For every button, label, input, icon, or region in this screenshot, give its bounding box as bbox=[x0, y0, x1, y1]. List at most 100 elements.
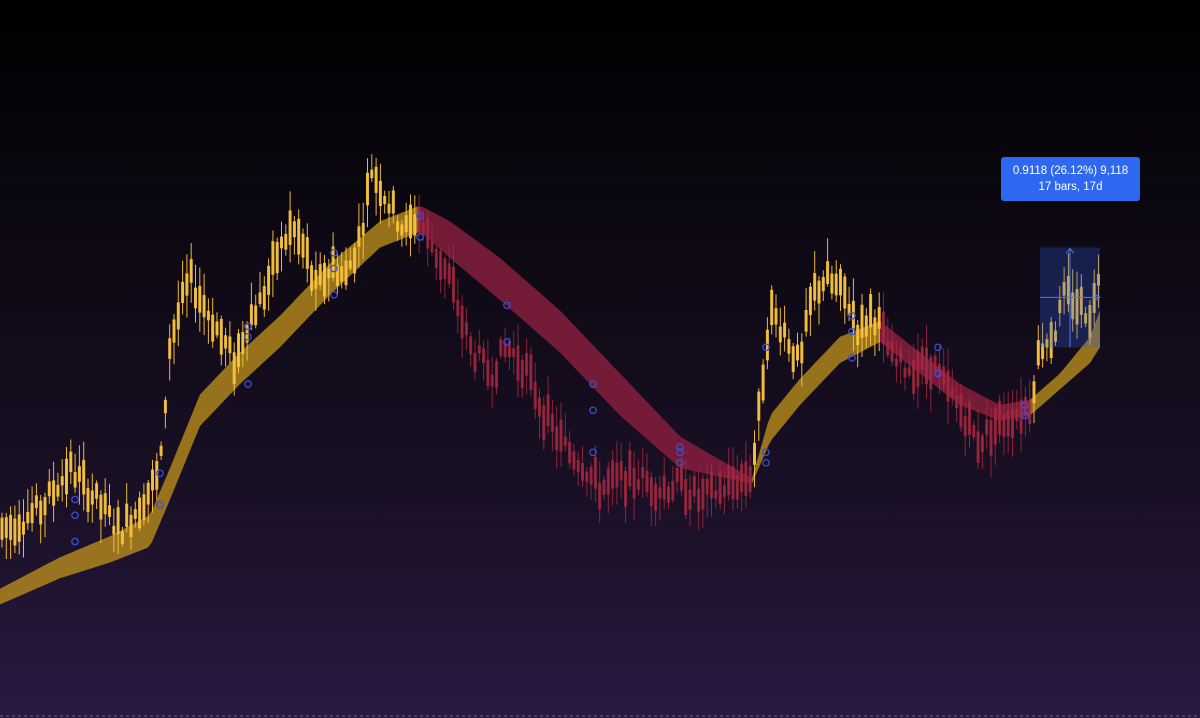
candle-body-161 bbox=[688, 489, 692, 510]
candle-body-20 bbox=[82, 459, 86, 495]
candle-body-138 bbox=[589, 467, 593, 485]
candle-body-222 bbox=[950, 387, 954, 398]
signal-marker-1 bbox=[71, 495, 79, 504]
candle-body-152 bbox=[649, 477, 653, 507]
candle-body-229 bbox=[980, 435, 984, 453]
candle-body-94 bbox=[400, 224, 404, 236]
candle-body-78 bbox=[331, 246, 335, 278]
candle-body-27 bbox=[112, 525, 116, 535]
candle-body-19 bbox=[77, 466, 81, 482]
candle-body-213 bbox=[912, 360, 916, 394]
candle-body-157 bbox=[671, 480, 675, 501]
candle-body-174 bbox=[744, 461, 748, 496]
signal-marker-27 bbox=[848, 353, 856, 362]
candle-body-6 bbox=[22, 521, 25, 535]
candle-body-249 bbox=[1066, 276, 1070, 305]
candle-body-135 bbox=[576, 460, 580, 473]
candle-body-16 bbox=[65, 458, 68, 495]
candle-body-165 bbox=[705, 478, 709, 495]
candle-body-24 bbox=[99, 494, 103, 520]
candle-body-145 bbox=[619, 461, 623, 481]
candle-body-66 bbox=[280, 236, 283, 249]
candle-body-71 bbox=[301, 233, 305, 258]
candle-body-173 bbox=[740, 463, 744, 492]
candle-body-136 bbox=[581, 462, 584, 481]
candle-body-85 bbox=[361, 222, 365, 236]
candle-body-106 bbox=[452, 266, 455, 303]
candle-body-73 bbox=[310, 265, 314, 291]
measure-arrow-up-icon bbox=[1065, 247, 1075, 254]
measure-tooltip-line2: 17 bars, 17d bbox=[1038, 181, 1103, 193]
candle-body-89 bbox=[378, 180, 382, 206]
candle-body-84 bbox=[357, 226, 361, 247]
candle-body-57 bbox=[241, 332, 245, 354]
candle-body-248 bbox=[1062, 282, 1066, 296]
signal-marker-16 bbox=[589, 380, 597, 388]
candle-body-30 bbox=[125, 503, 129, 527]
candle-body-227 bbox=[972, 425, 976, 438]
candle-body-68 bbox=[288, 210, 292, 245]
candle-body-64 bbox=[271, 241, 275, 275]
candle-body-218 bbox=[933, 355, 937, 371]
candle-body-217 bbox=[929, 356, 933, 390]
candle-body-116 bbox=[495, 361, 498, 388]
signal-marker-18 bbox=[589, 448, 597, 457]
candle-body-142 bbox=[606, 468, 610, 495]
candle-body-113 bbox=[482, 348, 486, 364]
candle-body-111 bbox=[473, 353, 477, 372]
candle-body-9 bbox=[34, 495, 38, 509]
candle-body-146 bbox=[624, 470, 627, 507]
candle-body-108 bbox=[460, 305, 464, 339]
signal-marker-23 bbox=[762, 448, 770, 457]
candle-body-42 bbox=[176, 302, 180, 330]
candle-body-10 bbox=[39, 500, 43, 525]
candle-body-77 bbox=[327, 268, 331, 279]
candle-body-69 bbox=[292, 221, 296, 238]
candle-body-197 bbox=[843, 276, 847, 309]
signal-marker-11 bbox=[330, 290, 338, 299]
candle-body-233 bbox=[998, 400, 1002, 435]
signal-marker-30 bbox=[1021, 401, 1029, 409]
candle-body-144 bbox=[615, 462, 619, 488]
candle-body-251 bbox=[1075, 289, 1079, 325]
candle-body-191 bbox=[817, 280, 821, 304]
candle-body-55 bbox=[232, 352, 236, 385]
candle-body-38 bbox=[159, 445, 163, 456]
candle-body-235 bbox=[1006, 410, 1010, 437]
candle-body-119 bbox=[507, 341, 511, 357]
candle-body-21 bbox=[86, 488, 90, 512]
candle-body-117 bbox=[499, 339, 503, 356]
signal-marker-21 bbox=[676, 458, 684, 467]
candle-body-154 bbox=[658, 487, 662, 499]
candle-body-139 bbox=[593, 456, 597, 489]
signal-marker-3 bbox=[71, 537, 79, 546]
candle-body-70 bbox=[297, 218, 301, 255]
candle-body-99 bbox=[421, 222, 425, 234]
candle-body-134 bbox=[572, 451, 576, 470]
signal-marker-8 bbox=[244, 380, 252, 388]
candle-body-187 bbox=[800, 341, 804, 364]
candle-body-232 bbox=[993, 408, 997, 445]
candle-body-150 bbox=[641, 467, 645, 479]
candle-body-92 bbox=[391, 190, 395, 214]
candle-body-62 bbox=[262, 286, 266, 310]
candle-body-127 bbox=[542, 405, 546, 441]
candle-body-44 bbox=[185, 273, 189, 296]
measure-tool[interactable] bbox=[1040, 247, 1101, 348]
candle-body-121 bbox=[516, 345, 520, 381]
candle-body-43 bbox=[181, 281, 185, 303]
candle-body-250 bbox=[1071, 292, 1075, 320]
candle-body-149 bbox=[636, 479, 640, 490]
candle-body-103 bbox=[439, 251, 443, 280]
candle-body-22 bbox=[90, 490, 94, 505]
signal-marker-17 bbox=[589, 406, 597, 415]
candle-body-81 bbox=[344, 260, 348, 286]
signal-marker-5 bbox=[156, 500, 164, 509]
candle-body-15 bbox=[60, 476, 64, 486]
candle-body-83 bbox=[353, 247, 357, 274]
candle-body-96 bbox=[409, 204, 412, 239]
signal-marker-7 bbox=[244, 332, 252, 341]
candle-body-1 bbox=[0, 517, 4, 540]
